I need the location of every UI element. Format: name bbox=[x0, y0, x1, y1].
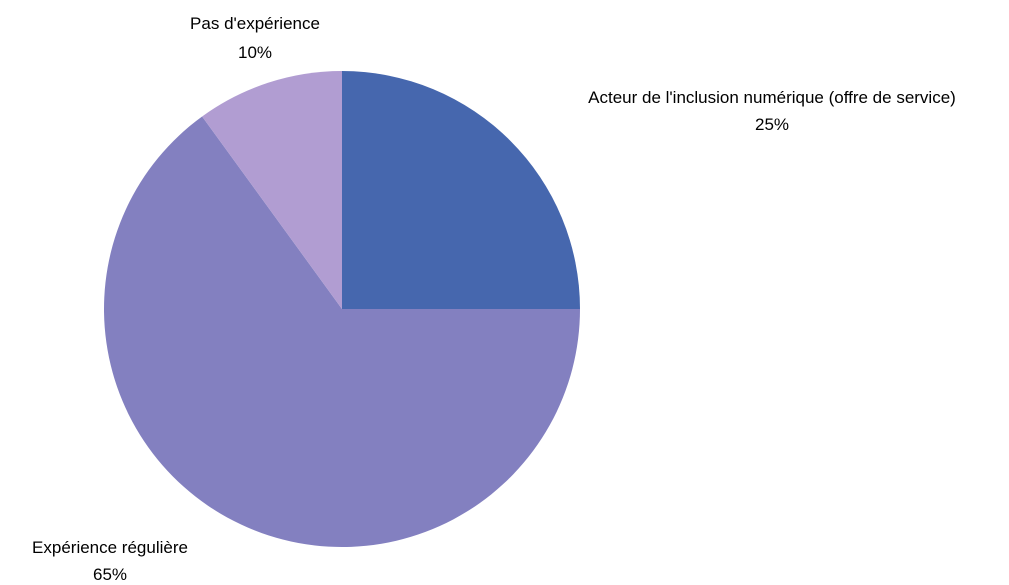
slice-value-experience-reguliere: 65% bbox=[93, 565, 127, 584]
pie-slices bbox=[104, 71, 580, 547]
slice-label-acteur: Acteur de l'inclusion numérique (offre d… bbox=[588, 88, 956, 107]
pie-slice-acteur bbox=[342, 71, 580, 309]
slice-value-pas-experience: 10% bbox=[238, 43, 272, 62]
slice-label-experience-reguliere: Expérience régulière bbox=[32, 538, 188, 557]
slice-value-acteur: 25% bbox=[755, 115, 789, 134]
slice-label-pas-experience: Pas d'expérience bbox=[190, 14, 320, 33]
